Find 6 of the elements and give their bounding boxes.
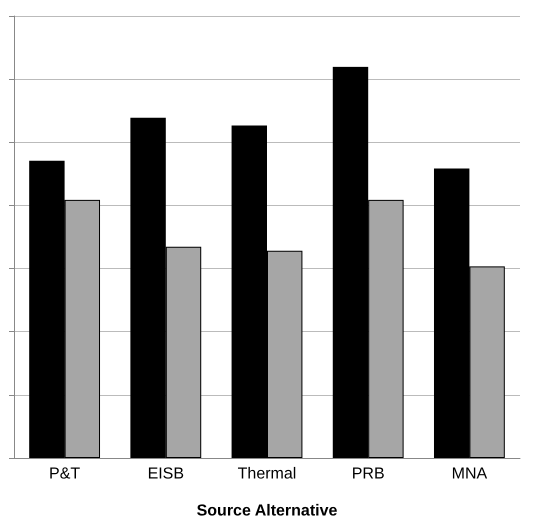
x-axis-title: Source Alternative: [196, 502, 338, 520]
x-tick-label: PRB: [352, 466, 385, 482]
x-tick-label: EISB: [148, 466, 184, 482]
x-tick-label: Thermal: [238, 466, 296, 482]
x-tick-label: MNA: [452, 466, 488, 482]
x-tick-label: P&T: [49, 466, 80, 482]
